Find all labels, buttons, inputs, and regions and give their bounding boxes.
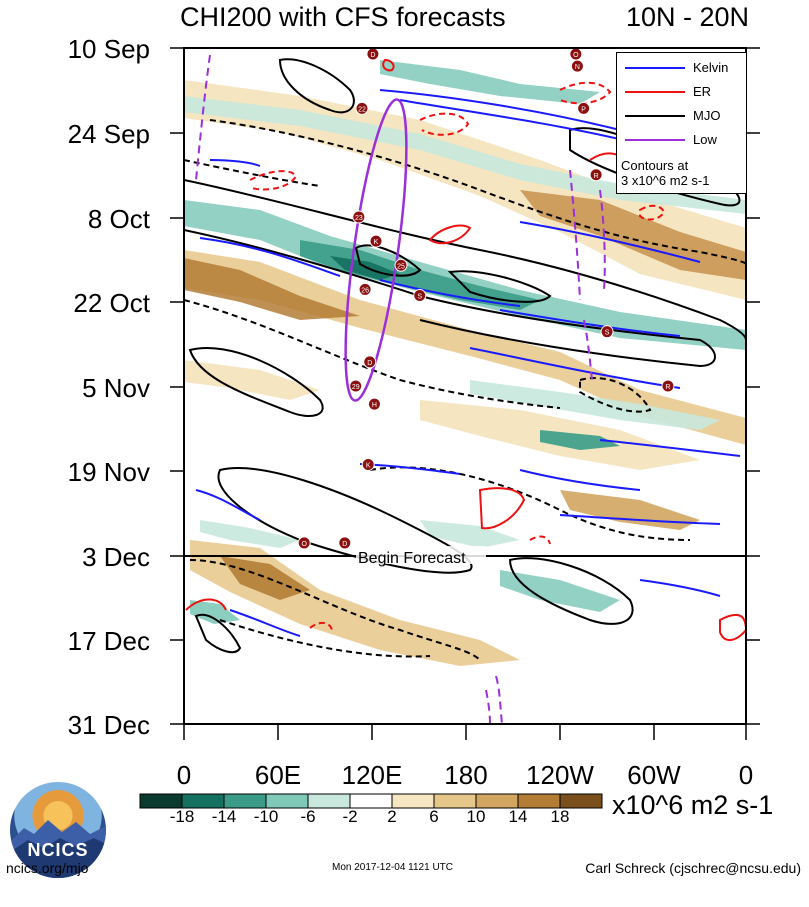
footer-url[interactable]: ncics.org/mjo xyxy=(6,860,89,876)
storm-label: K xyxy=(374,239,379,246)
colorbar-tick-label: -14 xyxy=(211,807,237,826)
storm-label: 25 xyxy=(397,263,405,270)
colorbar-tick-label: 14 xyxy=(508,807,528,826)
y-tick-label: 10 Sep xyxy=(67,34,150,64)
colorbar-tick-label: 6 xyxy=(429,807,439,826)
ncics-logo: NCICS xyxy=(10,782,106,878)
storm-marker: D xyxy=(366,48,380,61)
legend-label: Low xyxy=(693,132,717,147)
storm-label: K xyxy=(366,462,371,469)
storm-marker: D xyxy=(363,355,377,369)
legend-swatch xyxy=(625,67,685,69)
storm-marker: K xyxy=(369,234,383,248)
colorbar-tick-label: -10 xyxy=(253,807,279,826)
y-tick-label: 24 Sep xyxy=(67,119,150,149)
chart-title: CHI200 with CFS forecasts xyxy=(180,2,506,32)
storm-marker: O xyxy=(569,48,583,61)
storm-marker: 23 xyxy=(352,210,366,224)
colorbar-tick-label: 10 xyxy=(466,807,486,826)
y-tick-label: 22 Oct xyxy=(73,288,150,318)
logo-text: NCICS xyxy=(27,840,89,860)
colorbar-swatch xyxy=(307,793,351,809)
colorbar-swatch xyxy=(223,793,267,809)
colorbar-swatch xyxy=(475,793,519,809)
storm-label: D xyxy=(367,360,372,367)
y-tick-label: 3 Dec xyxy=(82,542,150,572)
storm-label: O xyxy=(573,52,579,59)
storm-label: S xyxy=(605,330,610,337)
colorbar-tick-label: 2 xyxy=(387,807,397,826)
colorbar-swatch xyxy=(559,793,603,809)
colorbar-swatch xyxy=(433,793,477,809)
latitude-band-label: 10N - 20N xyxy=(625,2,749,32)
storm-marker: N xyxy=(570,59,584,73)
x-tick-label: 0 xyxy=(176,760,192,790)
forecast-start-label: Begin Forecast xyxy=(358,550,466,567)
legend-label: MJO xyxy=(693,108,721,123)
storm-marker: 25 xyxy=(394,258,408,272)
y-tick-label: 5 Nov xyxy=(82,373,150,403)
storm-label: O xyxy=(301,541,307,548)
colorbar-units: x10^6 m2 s-1 xyxy=(612,790,774,820)
storm-label: 26 xyxy=(361,287,369,294)
legend-label: ER xyxy=(693,84,712,99)
storm-label: S xyxy=(417,293,422,300)
storm-label: 23 xyxy=(355,215,363,222)
storm-marker: P xyxy=(577,101,591,115)
storm-marker: S xyxy=(600,325,614,339)
storm-marker: S xyxy=(413,288,427,302)
legend-label: Kelvin xyxy=(693,60,729,75)
x-tick-label: 60W xyxy=(627,760,681,790)
colorbar-swatch xyxy=(265,793,309,809)
colorbar xyxy=(139,793,603,809)
storm-label: H xyxy=(372,402,377,409)
storm-marker: R xyxy=(589,168,603,182)
storm-label: R xyxy=(665,384,670,391)
y-tick-label: 19 Nov xyxy=(67,457,150,487)
legend-swatch xyxy=(625,91,685,93)
y-tick-label: 8 Oct xyxy=(87,204,150,234)
colorbar-swatch xyxy=(391,793,435,809)
footer-author: Carl Schreck (cjschrec@ncsu.edu) xyxy=(585,860,801,876)
legend-note: Contours at 3 x10^6 m2 s-1 xyxy=(621,158,710,188)
storm-label: N xyxy=(575,64,580,71)
x-tick-label: 0 xyxy=(738,760,754,790)
colorbar-swatch xyxy=(349,793,393,809)
storm-label: D xyxy=(342,541,347,548)
storm-label: R xyxy=(594,173,599,180)
legend: Kelvin ER MJO Low Contours at 3 x10^6 m2… xyxy=(616,52,747,194)
legend-swatch xyxy=(625,115,685,117)
storm-label: P xyxy=(581,106,586,113)
storm-marker: H xyxy=(367,397,381,411)
colorbar-swatch xyxy=(181,793,225,809)
storm-label: 22 xyxy=(358,106,366,113)
colorbar-tick-label: -6 xyxy=(300,807,316,826)
storm-label: D xyxy=(370,52,375,59)
storm-marker: 29 xyxy=(349,379,363,393)
storm-label: 29 xyxy=(352,384,360,391)
y-tick-label: 17 Dec xyxy=(67,626,150,656)
storm-marker: R xyxy=(661,379,675,393)
colorbar-swatch xyxy=(139,793,183,809)
x-tick-label: 120W xyxy=(526,760,594,790)
wave-contours xyxy=(184,54,746,724)
legend-swatch xyxy=(625,139,685,141)
storm-marker: K xyxy=(361,457,375,471)
storm-marker: D xyxy=(338,536,352,550)
y-tick-label: 31 Dec xyxy=(67,710,150,740)
x-tick-label: 60E xyxy=(254,760,302,790)
storm-marker: O xyxy=(297,536,311,550)
plot-frame xyxy=(183,47,747,725)
storm-marker: 26 xyxy=(358,282,372,296)
x-tick-label: 180 xyxy=(444,760,488,790)
colorbar-tick-label: -2 xyxy=(342,807,358,826)
colorbar-swatch xyxy=(517,793,561,809)
colorbar-tick-label: -18 xyxy=(169,807,195,826)
x-tick-label: 120E xyxy=(341,760,403,790)
axis-ticks xyxy=(170,47,760,740)
colorbar-tick-label: 18 xyxy=(550,807,570,826)
footer-timestamp: Mon 2017-12-04 1121 UTC xyxy=(332,862,453,873)
storm-marker: 22 xyxy=(355,101,369,115)
